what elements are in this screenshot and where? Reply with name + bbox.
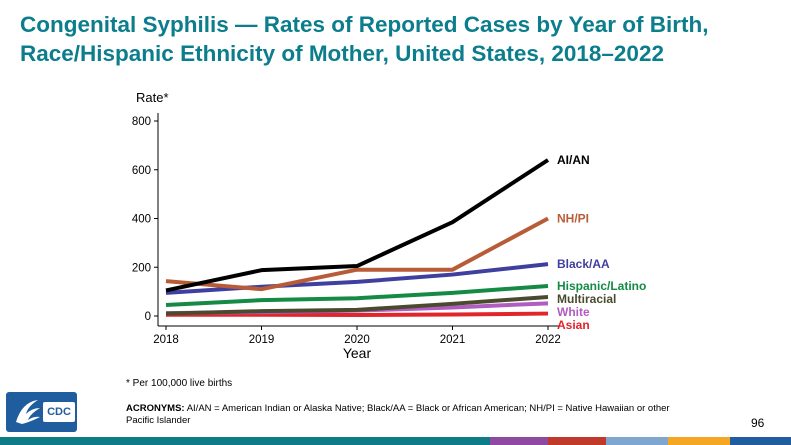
y-tick-label: 200 <box>132 262 151 274</box>
acronyms-label: ACRONYMS: <box>126 403 185 414</box>
series-label: Black/AA <box>557 257 610 271</box>
x-tick-label: 2021 <box>440 334 466 346</box>
x-tick-label: 2018 <box>153 334 179 346</box>
cdc-logo: CDC <box>6 392 77 432</box>
series-label: NH/PI <box>557 212 589 226</box>
bar-segment <box>0 437 490 445</box>
series-line <box>165 158 550 293</box>
page-number: 96 <box>751 416 765 430</box>
series-label: Hispanic/Latino <box>557 279 646 293</box>
series-label: Asian <box>557 318 590 332</box>
x-tick-label: 2019 <box>249 334 275 346</box>
page-title: Congenital Syphilis — Rates of Reported … <box>20 12 709 66</box>
acronyms-text: AI/AN = American Indian or Alaska Native… <box>126 403 670 426</box>
bar-segment <box>606 437 668 445</box>
cdc-logo-text: CDC <box>43 402 75 422</box>
series-label: White <box>557 305 590 319</box>
bar-segment <box>548 437 606 445</box>
series-label: Multiracial <box>557 292 616 306</box>
series-label: AI/AN <box>557 153 590 167</box>
bar-segment <box>490 437 548 445</box>
acronyms-note: ACRONYMS: AI/AN = American Indian or Ala… <box>126 403 686 427</box>
y-tick-label: 400 <box>132 214 151 226</box>
y-tick-label: 600 <box>132 165 151 177</box>
x-tick-label: 2022 <box>535 334 561 346</box>
footnote: * Per 100,000 live births <box>126 378 233 389</box>
series-line <box>165 284 549 308</box>
bottom-color-bar <box>0 437 791 445</box>
x-tick-label: 2020 <box>344 334 370 346</box>
y-axis-label: Rate* <box>136 90 169 105</box>
bar-segment <box>730 437 791 445</box>
series-line <box>165 294 549 316</box>
series-line <box>165 216 549 292</box>
bar-segment <box>668 437 730 445</box>
series-line <box>166 311 549 318</box>
line-chart: 0 200 400 600 800 2018 2019 2020 2021 2022 Rate* Ye… <box>132 90 647 361</box>
y-tick-label: 0 <box>145 311 151 323</box>
x-axis-label: Year <box>343 345 372 361</box>
series-line <box>165 262 549 295</box>
y-tick-label: 800 <box>132 116 151 128</box>
hhs-eagle-icon <box>16 400 40 424</box>
